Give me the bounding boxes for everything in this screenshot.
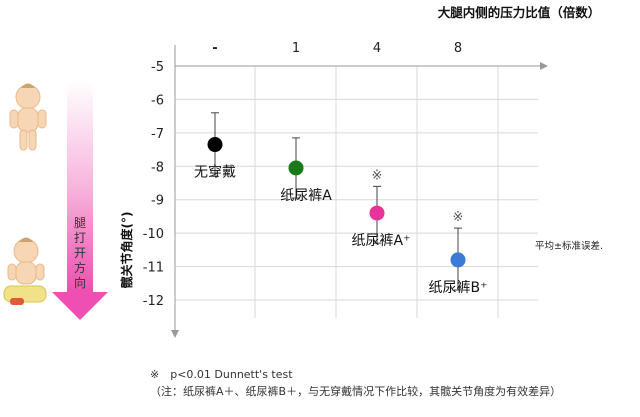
arrow-label: 腿打开方向 bbox=[73, 216, 86, 290]
y-tick-labels: -5 -6 -7 -8 -9 -10 -11 -12 bbox=[143, 60, 164, 309]
data-point-label: 纸尿裤B⁺ bbox=[429, 280, 488, 296]
significance-mark: ※ bbox=[453, 210, 464, 225]
x-tick-label: 4 bbox=[373, 41, 381, 56]
leg-opening-arrow bbox=[52, 80, 108, 320]
footnote-significance: ※ p<0.01 Dunnett's test bbox=[150, 368, 293, 381]
data-point-group: 无穿戴 bbox=[194, 112, 236, 181]
y-tick-label: -5 bbox=[151, 60, 164, 75]
baby-illustration-top bbox=[9, 83, 47, 151]
x-tick-label: 1 bbox=[292, 41, 300, 56]
y-axis-arrow-icon bbox=[171, 330, 179, 338]
baby-illustration-bottom bbox=[3, 237, 47, 305]
x-tick-labels: - 1 4 8 bbox=[212, 41, 462, 56]
y-tick-label: -7 bbox=[151, 127, 164, 142]
x-tick-label: 8 bbox=[454, 41, 462, 56]
y-tick-label: -8 bbox=[151, 160, 164, 175]
grid bbox=[175, 66, 538, 318]
data-point bbox=[207, 137, 223, 153]
x-tick-label: - bbox=[212, 41, 217, 56]
data-point-label: 纸尿裤A⁺ bbox=[352, 233, 411, 249]
y-axis-label: 髋关节角度(°) bbox=[119, 212, 134, 289]
data-point-group: ※ 纸尿裤A⁺ bbox=[352, 168, 411, 249]
chart-title: 大腿内侧的压力比值（倍数） bbox=[438, 5, 601, 20]
y-tick-label: -10 bbox=[143, 227, 164, 242]
footnote-note: （注：纸尿裤A＋、纸尿裤B＋，与无穿戴情况下作比较，其髋关节角度为有效差异） bbox=[150, 385, 562, 398]
legend-note: 平均±标准误差. bbox=[535, 241, 603, 252]
data-point-label: 纸尿裤A bbox=[280, 188, 332, 204]
axes bbox=[171, 45, 548, 338]
data-point bbox=[369, 205, 385, 221]
data-point bbox=[450, 252, 466, 268]
y-tick-label: -11 bbox=[143, 261, 164, 276]
y-tick-label: -6 bbox=[151, 93, 164, 108]
data-point-group: ※ 纸尿裤B⁺ bbox=[429, 210, 488, 296]
y-tick-label: -12 bbox=[143, 294, 164, 309]
significance-mark: ※ bbox=[372, 168, 383, 183]
x-axis-arrow-icon bbox=[540, 62, 548, 70]
y-tick-label: -9 bbox=[151, 194, 164, 209]
data-point-group: 纸尿裤A bbox=[280, 137, 332, 204]
data-point-label: 无穿戴 bbox=[194, 165, 236, 181]
data-point bbox=[288, 160, 304, 176]
